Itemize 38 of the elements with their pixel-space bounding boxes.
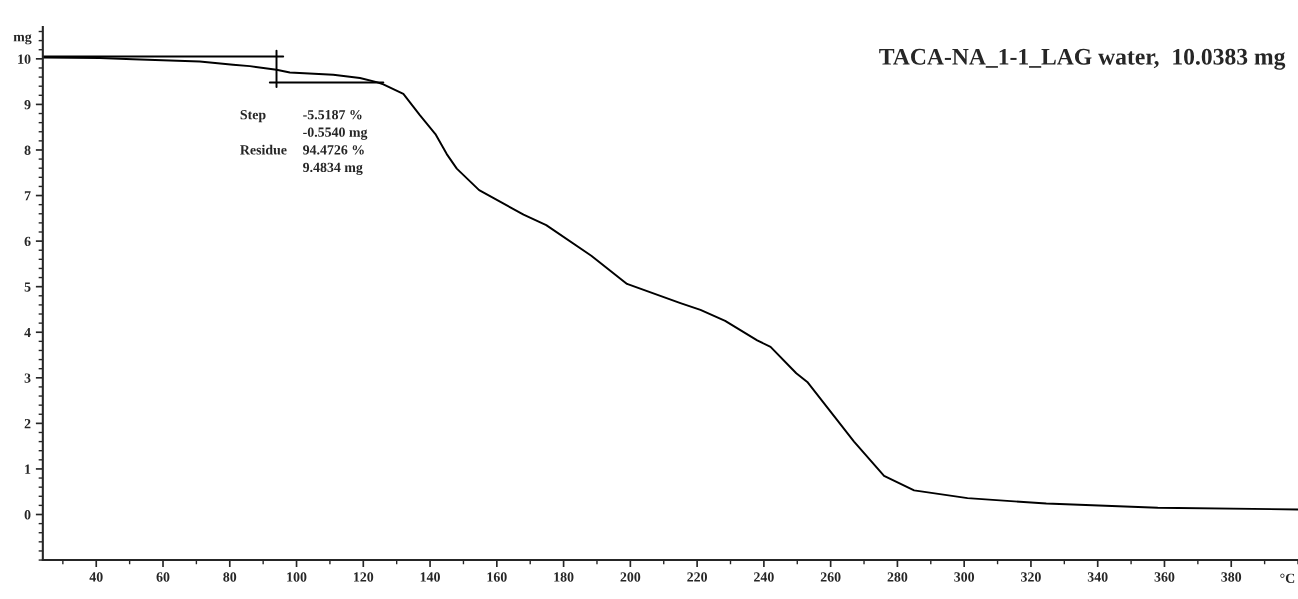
x-tick-label: 360 [1154, 572, 1175, 582]
x-axis-title: °C [1280, 573, 1295, 583]
x-tick-label: 40 [89, 572, 103, 582]
y-tick-label: 5 [24, 282, 31, 292]
x-tick-label: 80 [223, 572, 237, 582]
y-axis-title: mg [13, 34, 32, 45]
x-tick-label: 260 [820, 572, 841, 582]
x-tick-label: 140 [420, 572, 440, 582]
annotation: Step [240, 110, 266, 123]
x-tick-label: 380 [1221, 572, 1242, 582]
y-tick-label: 8 [24, 145, 31, 155]
annotation: 94.4726 % [303, 145, 364, 155]
y-tick-label: 0 [24, 510, 31, 520]
x-tick-label: 280 [887, 572, 908, 582]
y-tick-label: 7 [24, 191, 31, 201]
x-tick-label: 120 [354, 572, 374, 582]
annotation: 9.4834 mg [303, 162, 363, 175]
y-tick-label: 10 [18, 54, 31, 64]
x-tick-label: 60 [156, 572, 170, 582]
annotation: -0.5540 mg [303, 127, 368, 140]
x-tick-label: 200 [620, 572, 641, 582]
y-tick-label: 3 [24, 373, 31, 383]
text: TACA-NA_1-1_LAG water, 10.0383 mg [879, 48, 1286, 70]
x-tick-label: 300 [954, 572, 975, 582]
y-tick-label: 6 [24, 236, 31, 247]
annotation: Residue [240, 144, 287, 155]
y-tick-label: 1 [25, 464, 31, 474]
y-tick-label: 9 [24, 100, 31, 110]
annotation: -5.5187 % [303, 109, 362, 120]
x-tick-label: 160 [487, 572, 507, 582]
x-tick-label: 320 [1021, 572, 1041, 582]
x-tick-label: 340 [1087, 572, 1108, 582]
y-tick-label: 2 [24, 418, 31, 429]
x-tick-label: 220 [687, 572, 708, 582]
x-tick-label: 240 [754, 572, 774, 582]
x-tick-label: 100 [287, 572, 307, 582]
x-tick-label: 180 [554, 572, 574, 582]
y-tick-label: 4 [24, 327, 31, 338]
